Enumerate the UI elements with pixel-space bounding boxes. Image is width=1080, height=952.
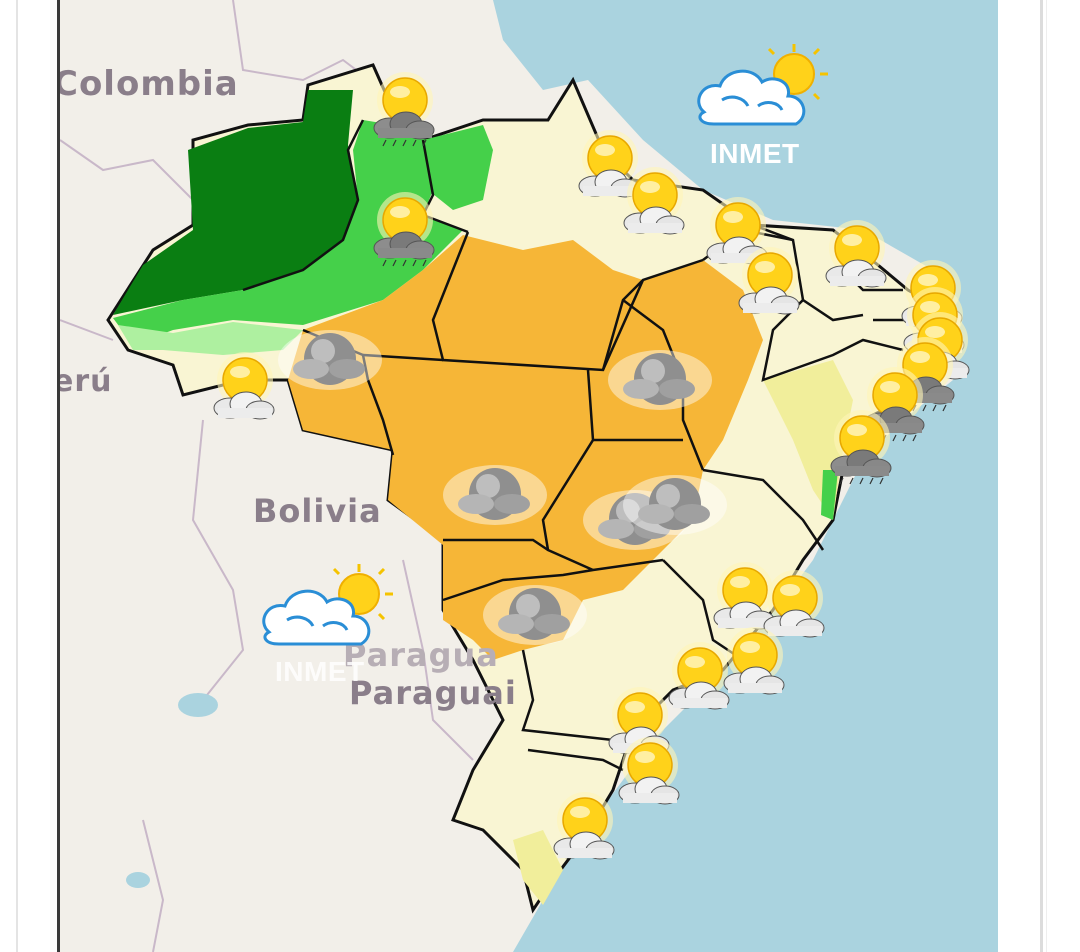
country-label-colombia: Colombia xyxy=(57,64,239,104)
cloud-icon xyxy=(620,470,730,544)
partly-cloudy-icon xyxy=(700,560,790,644)
partly-cloudy-icon xyxy=(697,44,828,126)
country-label-peru: Perú xyxy=(60,364,113,399)
country-label-bolivia: Bolivia xyxy=(253,492,382,530)
inmet-wordmark: INMET xyxy=(710,138,800,169)
inmet-logo-watermark xyxy=(257,560,397,660)
sun-storm-icon xyxy=(817,408,907,492)
partly-cloudy-icon xyxy=(812,218,902,302)
cloud-icon xyxy=(275,325,385,399)
partly-cloudy-icon xyxy=(605,735,695,819)
partly-cloudy-icon xyxy=(610,165,700,249)
frame-divider xyxy=(1040,0,1043,952)
partly-cloudy-icon xyxy=(540,790,630,874)
partly-cloudy-icon xyxy=(565,128,655,212)
partly-cloudy-icon xyxy=(725,245,815,329)
partly-cloudy-icon xyxy=(655,640,745,724)
sun-storm-icon xyxy=(360,70,450,154)
inmet-wordmark-watermark: INMET xyxy=(275,656,365,687)
weather-map[interactable]: Colombia Perú Bolivia Paragua Paraguai I… xyxy=(57,0,998,952)
frame-divider xyxy=(1046,0,1047,952)
partly-cloudy-icon xyxy=(710,625,800,709)
cloud-icon xyxy=(480,580,590,654)
sun-storm-icon xyxy=(360,190,450,274)
region-heavy-rain xyxy=(113,90,358,315)
country-label-paraguay-faded: Paragua xyxy=(343,636,499,674)
region-dry xyxy=(288,235,763,660)
country-label-paraguay: Paraguai xyxy=(349,674,517,712)
frame-divider xyxy=(16,0,18,952)
partly-cloudy-icon xyxy=(200,350,290,434)
region-moderate-rain xyxy=(113,120,463,345)
inmet-logo xyxy=(692,40,832,140)
cloud-icon xyxy=(440,460,550,534)
partly-cloudy-icon xyxy=(262,564,393,646)
partly-cloudy-icon xyxy=(750,568,840,652)
cloud-icon xyxy=(605,345,715,419)
